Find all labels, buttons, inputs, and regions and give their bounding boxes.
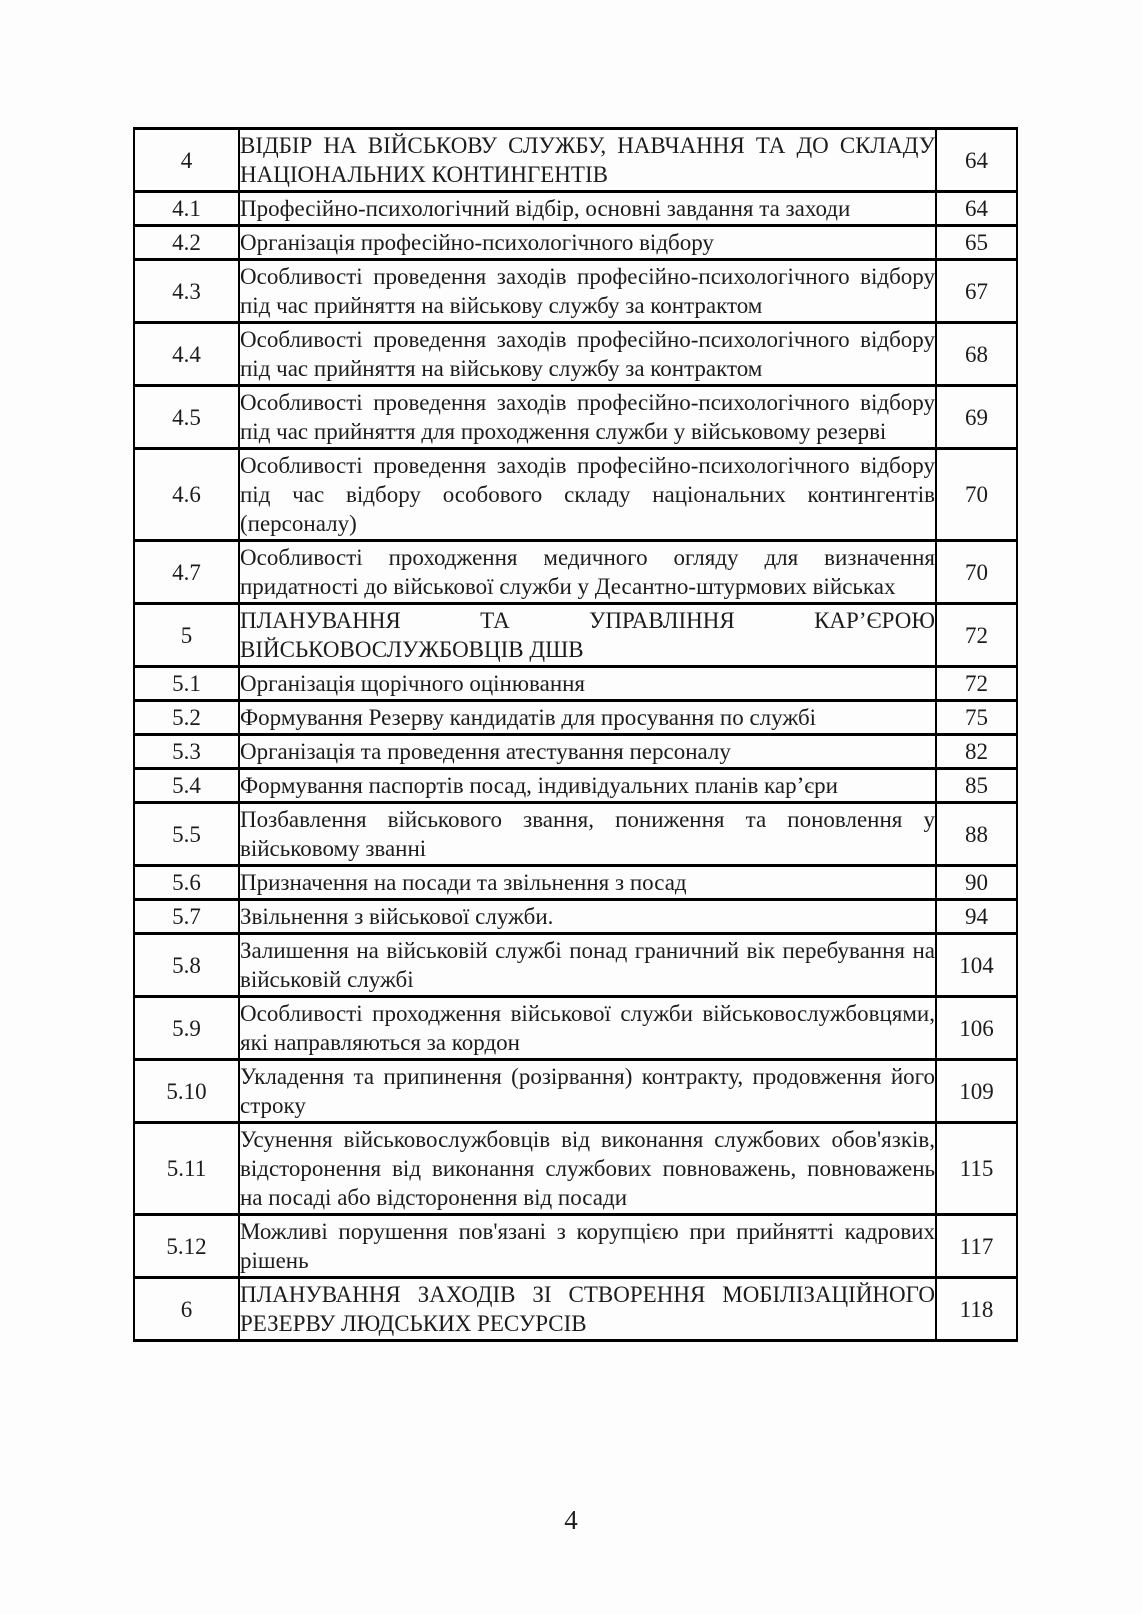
row-page-number: 72 — [935, 602, 1018, 668]
table-row: 5.6 Призначення на посади та звільнення з… — [133, 864, 1018, 901]
table-row: 5.10 Укладення та припинення (розірвання)… — [133, 1058, 1018, 1124]
table-row: 5.9 Особливості проходження військової сл… — [133, 995, 1018, 1061]
row-section-title: Формування Резерву кандидатів для просув… — [238, 699, 937, 736]
table-row: 5.2 Формування Резерву кандидатів для про… — [133, 699, 1018, 736]
row-section-title: Усунення військовослужбовців від виконан… — [238, 1121, 937, 1216]
row-page-number: 69 — [935, 384, 1018, 450]
row-section-title: Організація щорічного оцінювання — [238, 665, 937, 702]
row-page-number: 64 — [935, 190, 1018, 227]
row-section-title: Особливості проходження військової служб… — [238, 995, 937, 1061]
row-section-title: Звільнення з військової служби. — [238, 898, 937, 935]
row-section-title: Особливості проведення заходів професійн… — [238, 258, 937, 324]
row-page-number: 70 — [935, 447, 1018, 542]
row-section-title: ВІДБІР НА ВІЙСЬКОВУ СЛУЖБУ, НАВЧАННЯ ТА … — [238, 127, 937, 193]
row-section-number: 5.3 — [133, 733, 240, 770]
table-row: 4.1 Професійно-психологічний відбір, осно… — [133, 190, 1018, 227]
row-section-title: Формування паспортів посад, індивідуальн… — [238, 767, 937, 804]
row-section-title: Залишення на військовій службі понад гра… — [238, 932, 937, 998]
row-page-number: 67 — [935, 258, 1018, 324]
row-section-number: 4.2 — [133, 224, 240, 261]
row-section-title: Особливості проведення заходів професійн… — [238, 447, 937, 542]
row-page-number: 90 — [935, 864, 1018, 901]
table-row: 4.2 Організація професійно-психологічного… — [133, 224, 1018, 261]
table-row: 5.4 Формування паспортів посад, індивідуа… — [133, 767, 1018, 804]
row-section-number: 5.1 — [133, 665, 240, 702]
table-row: 5.3 Організація та проведення атестування… — [133, 733, 1018, 770]
row-section-number: 5.4 — [133, 767, 240, 804]
row-section-number: 4.4 — [133, 321, 240, 387]
row-page-number: 68 — [935, 321, 1018, 387]
row-page-number: 85 — [935, 767, 1018, 804]
row-section-number: 5 — [133, 602, 240, 668]
table-row: 4.4 Особливості проведення заходів профес… — [133, 321, 1018, 387]
row-section-number: 4.3 — [133, 258, 240, 324]
row-page-number: 104 — [935, 932, 1018, 998]
row-page-number: 88 — [935, 801, 1018, 867]
row-section-title: Організація та проведення атестування пе… — [238, 733, 937, 770]
row-page-number: 117 — [935, 1213, 1018, 1279]
row-section-number: 4 — [133, 127, 240, 193]
table-row: 5 ПЛАНУВАННЯ ТА УПРАВЛІННЯ КАР’ЄРОЮ ВІЙСЬ… — [133, 602, 1018, 668]
row-section-number: 4.6 — [133, 447, 240, 542]
table-row: 5.11 Усунення військовослужбовців від вик… — [133, 1121, 1018, 1216]
row-section-number: 5.7 — [133, 898, 240, 935]
row-section-title: Особливості проведення заходів професійн… — [238, 384, 937, 450]
row-section-number: 5.5 — [133, 801, 240, 867]
row-section-number: 5.11 — [133, 1121, 240, 1216]
row-section-title: ПЛАНУВАННЯ ЗАХОДІВ ЗІ СТВОРЕННЯ МОБІЛІЗА… — [238, 1276, 937, 1342]
row-section-number: 5.10 — [133, 1058, 240, 1124]
row-section-number: 4.1 — [133, 190, 240, 227]
table-row: 4.5 Особливості проведення заходів профес… — [133, 384, 1018, 450]
row-section-number: 5.6 — [133, 864, 240, 901]
row-section-title: ПЛАНУВАННЯ ТА УПРАВЛІННЯ КАР’ЄРОЮ ВІЙСЬК… — [238, 602, 937, 668]
row-section-title: Організація професійно-психологічного ві… — [238, 224, 937, 261]
row-section-title: Можливі порушення пов'язані з корупцією … — [238, 1213, 937, 1279]
row-section-title: Професійно-психологічний відбір, основні… — [238, 190, 937, 227]
row-page-number: 118 — [935, 1276, 1018, 1342]
footer-page-number: 4 — [564, 1505, 578, 1535]
table-row: 5.1 Організація щорічного оцінювання 72 — [133, 665, 1018, 702]
table-row: 4.6 Особливості проведення заходів профес… — [133, 447, 1018, 542]
row-page-number: 75 — [935, 699, 1018, 736]
table-row: 4.3 Особливості проведення заходів профес… — [133, 258, 1018, 324]
row-page-number: 106 — [935, 995, 1018, 1061]
table-row: 4.7 Особливості проходження медичного огл… — [133, 539, 1018, 605]
row-page-number: 65 — [935, 224, 1018, 261]
row-page-number: 72 — [935, 665, 1018, 702]
row-section-number: 5.12 — [133, 1213, 240, 1279]
row-section-number: 5.9 — [133, 995, 240, 1061]
row-section-title: Особливості проходження медичного огляду… — [238, 539, 937, 605]
row-section-number: 6 — [133, 1276, 240, 1342]
table-row: 4 ВІДБІР НА ВІЙСЬКОВУ СЛУЖБУ, НАВЧАННЯ ТА… — [133, 127, 1018, 193]
row-section-number: 4.7 — [133, 539, 240, 605]
table-row: 6 ПЛАНУВАННЯ ЗАХОДІВ ЗІ СТВОРЕННЯ МОБІЛІЗ… — [133, 1276, 1018, 1342]
row-section-number: 5.2 — [133, 699, 240, 736]
row-section-number: 5.8 — [133, 932, 240, 998]
row-page-number: 94 — [935, 898, 1018, 935]
toc-table: 4 ВІДБІР НА ВІЙСЬКОВУ СЛУЖБУ, НАВЧАННЯ ТА… — [133, 127, 1018, 1342]
table-row: 5.8 Залишення на військовій службі понад … — [133, 932, 1018, 998]
row-section-title: Позбавлення військового звання, пониженн… — [238, 801, 937, 867]
row-section-title: Укладення та припинення (розірвання) кон… — [238, 1058, 937, 1124]
row-page-number: 115 — [935, 1121, 1018, 1216]
row-page-number: 82 — [935, 733, 1018, 770]
table-row: 5.7 Звільнення з військової служби. 94 — [133, 898, 1018, 935]
toc-table-body: 4 ВІДБІР НА ВІЙСЬКОВУ СЛУЖБУ, НАВЧАННЯ ТА… — [133, 127, 1018, 1342]
row-section-number: 4.5 — [133, 384, 240, 450]
table-row: 5.5 Позбавлення військового звання, пониж… — [133, 801, 1018, 867]
row-page-number: 70 — [935, 539, 1018, 605]
row-section-title: Призначення на посади та звільнення з по… — [238, 864, 937, 901]
row-page-number: 109 — [935, 1058, 1018, 1124]
row-page-number: 64 — [935, 127, 1018, 193]
row-section-title: Особливості проведення заходів професійн… — [238, 321, 937, 387]
table-row: 5.12 Можливі порушення пов'язані з корупц… — [133, 1213, 1018, 1279]
